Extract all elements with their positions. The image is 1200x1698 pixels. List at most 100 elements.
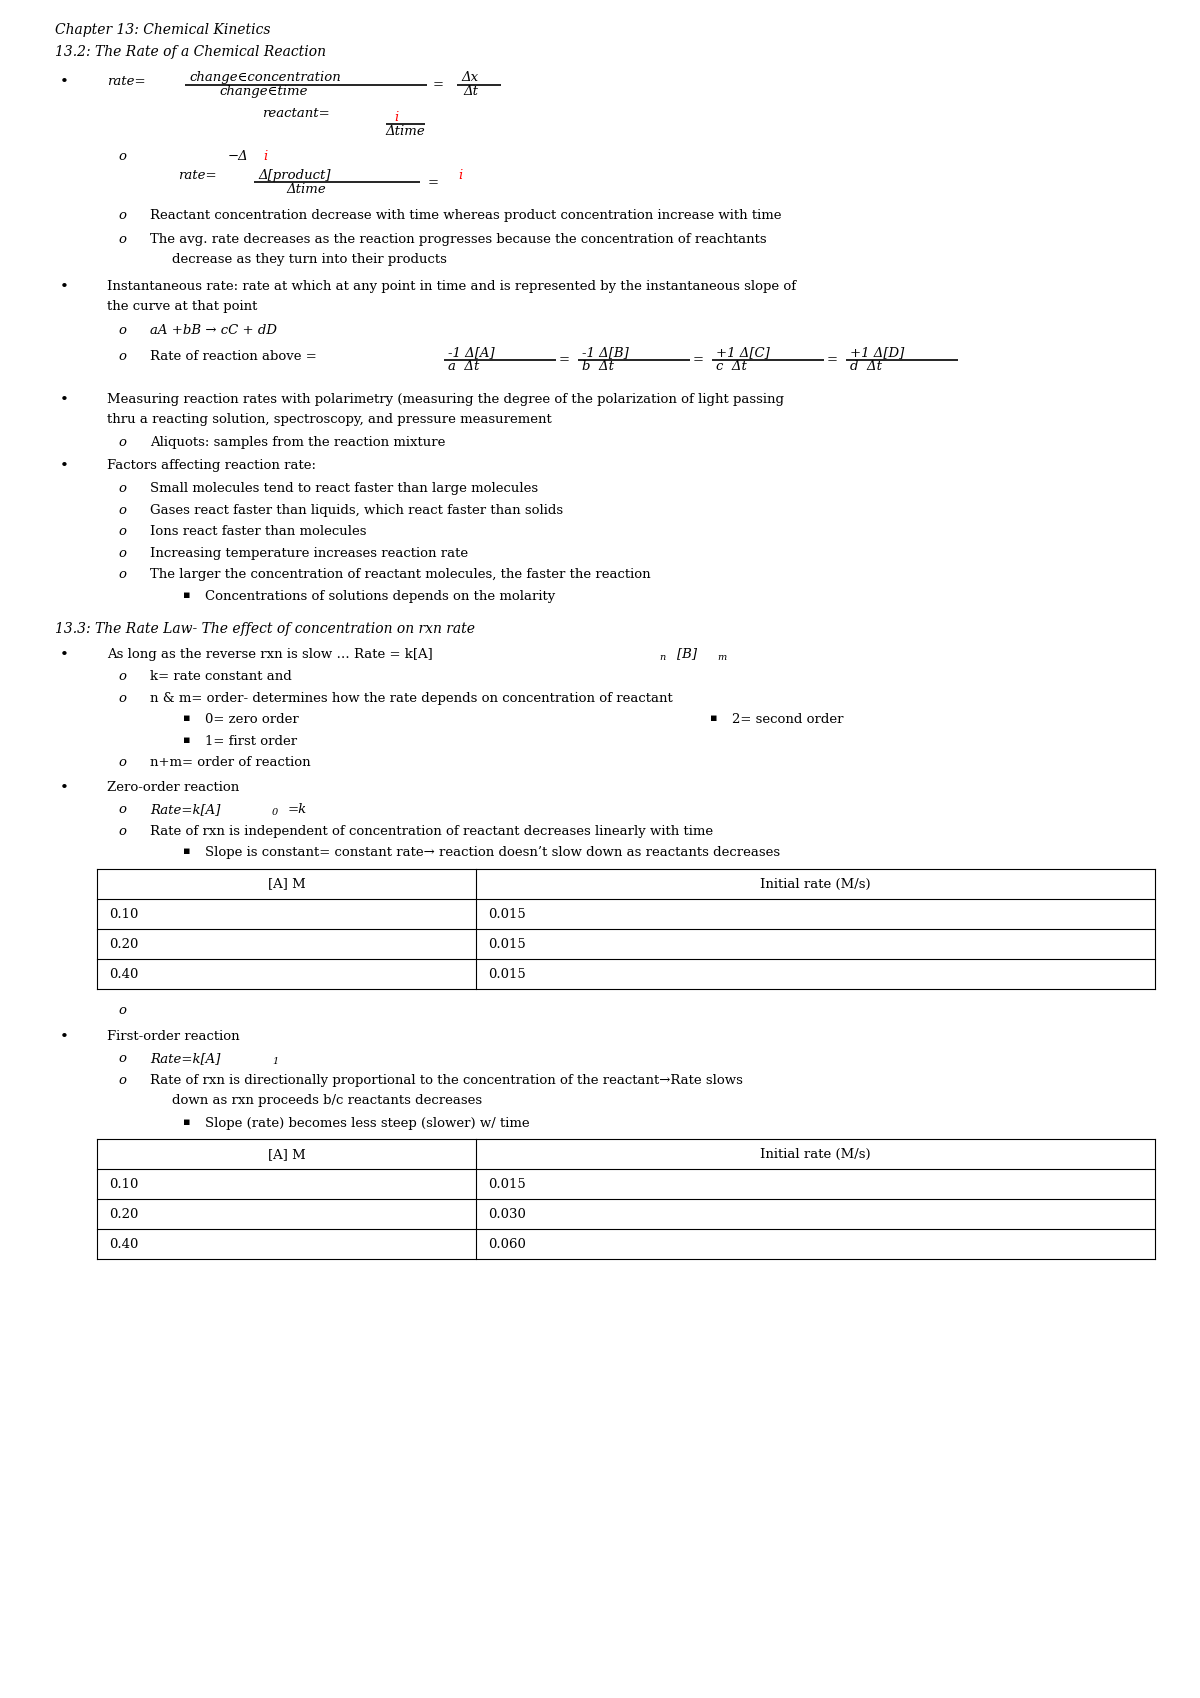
Text: reactant=: reactant= [262, 107, 330, 121]
Text: •: • [60, 647, 68, 662]
Text: o: o [118, 671, 126, 683]
Text: aA +bB → cC + dD: aA +bB → cC + dD [150, 324, 277, 336]
Text: Δx: Δx [461, 71, 478, 85]
Text: n+m= order of reaction: n+m= order of reaction [150, 756, 311, 769]
Text: d  Δt: d Δt [850, 360, 882, 374]
Text: the curve at that point: the curve at that point [107, 301, 257, 314]
Text: change∈concentration: change∈concentration [190, 71, 341, 85]
Text: ▪: ▪ [182, 1117, 191, 1127]
Text: o: o [118, 525, 126, 538]
Text: 0.015: 0.015 [487, 937, 526, 951]
Text: Rate=k[A]: Rate=k[A] [150, 803, 221, 817]
Text: n & m= order- determines how the rate depends on concentration of reactant: n & m= order- determines how the rate de… [150, 691, 673, 705]
Text: The avg. rate decreases as the reaction progresses because the concentration of : The avg. rate decreases as the reaction … [150, 233, 767, 246]
Text: Aliquots: samples from the reaction mixture: Aliquots: samples from the reaction mixt… [150, 436, 445, 448]
Text: decrease as they turn into their products: decrease as they turn into their product… [172, 253, 446, 267]
Text: i: i [394, 110, 398, 124]
Text: Δtime: Δtime [286, 183, 325, 195]
Text: o: o [118, 569, 126, 581]
Text: The larger the concentration of reactant molecules, the faster the reaction: The larger the concentration of reactant… [150, 569, 650, 581]
Text: Concentrations of solutions depends on the molarity: Concentrations of solutions depends on t… [205, 589, 556, 603]
Text: Instantaneous rate: rate at which at any point in time and is represented by the: Instantaneous rate: rate at which at any… [107, 280, 796, 294]
Text: Δt: Δt [463, 85, 478, 98]
Text: 0.030: 0.030 [487, 1207, 526, 1221]
Text: o: o [118, 436, 126, 448]
Text: 0.10: 0.10 [109, 907, 138, 920]
Text: Measuring reaction rates with polarimetry (measuring the degree of the polarizat: Measuring reaction rates with polarimetr… [107, 392, 784, 406]
Text: ▪: ▪ [710, 713, 718, 723]
Text: o: o [118, 1004, 126, 1017]
Text: Small molecules tend to react faster than large molecules: Small molecules tend to react faster tha… [150, 482, 538, 496]
Text: o: o [118, 504, 126, 516]
Text: thru a reacting solution, spectroscopy, and pressure measurement: thru a reacting solution, spectroscopy, … [107, 413, 552, 426]
Text: ▪: ▪ [182, 589, 191, 599]
Text: •: • [60, 460, 68, 474]
Text: o: o [118, 691, 126, 705]
Text: 0: 0 [272, 808, 278, 817]
Text: Δ[product]: Δ[product] [258, 168, 330, 182]
Text: =: = [694, 353, 704, 367]
Text: -1 Δ[A]: -1 Δ[A] [448, 346, 494, 360]
Text: i: i [263, 149, 268, 163]
Text: =: = [827, 353, 838, 367]
Text: o: o [118, 547, 126, 560]
Text: Rate of rxn is independent of concentration of reactant decreases linearly with : Rate of rxn is independent of concentrat… [150, 825, 713, 837]
Text: Rate of rxn is directionally proportional to the concentration of the reactant→R: Rate of rxn is directionally proportiona… [150, 1073, 743, 1087]
Text: [B]: [B] [677, 647, 697, 661]
Text: •: • [60, 75, 68, 88]
Text: change∈time: change∈time [220, 85, 307, 98]
Text: Slope is constant= constant rate→ reaction doesn’t slow down as reactants decrea: Slope is constant= constant rate→ reacti… [205, 846, 780, 859]
Text: Ions react faster than molecules: Ions react faster than molecules [150, 525, 366, 538]
Text: m: m [718, 652, 726, 662]
Text: o: o [118, 482, 126, 496]
Text: 0.015: 0.015 [487, 1178, 526, 1190]
Text: Δtime: Δtime [385, 126, 425, 138]
Text: =: = [433, 78, 444, 92]
Text: rate=: rate= [178, 168, 217, 182]
Text: ▪: ▪ [182, 713, 191, 723]
Text: 0.40: 0.40 [109, 968, 138, 980]
Text: ▪: ▪ [182, 846, 191, 856]
Text: c  Δt: c Δt [716, 360, 746, 374]
Text: down as rxn proceeds b/c reactants decreases: down as rxn proceeds b/c reactants decre… [172, 1094, 482, 1107]
Text: Factors affecting reaction rate:: Factors affecting reaction rate: [107, 460, 316, 472]
Text: o: o [118, 803, 126, 817]
Text: Gases react faster than liquids, which react faster than solids: Gases react faster than liquids, which r… [150, 504, 563, 516]
Text: First-order reaction: First-order reaction [107, 1029, 240, 1043]
Text: •: • [60, 392, 68, 408]
Text: o: o [118, 350, 126, 363]
Text: -1 Δ[B]: -1 Δ[B] [582, 346, 629, 360]
Text: 0.015: 0.015 [487, 907, 526, 920]
Text: o: o [118, 1053, 126, 1065]
Text: 1= first order: 1= first order [205, 735, 298, 747]
Text: 13.2: The Rate of a Chemical Reaction: 13.2: The Rate of a Chemical Reaction [55, 44, 326, 58]
Text: 0.060: 0.060 [487, 1238, 526, 1251]
Text: Reactant concentration decrease with time whereas product concentration increase: Reactant concentration decrease with tim… [150, 209, 781, 222]
Text: o: o [118, 1073, 126, 1087]
Text: =: = [559, 353, 570, 367]
Text: 0.015: 0.015 [487, 968, 526, 980]
Text: Zero-order reaction: Zero-order reaction [107, 781, 239, 795]
Text: o: o [118, 324, 126, 336]
Text: •: • [60, 280, 68, 294]
Text: rate=: rate= [107, 75, 145, 88]
Text: Initial rate (M/s): Initial rate (M/s) [760, 878, 871, 890]
Text: ▪: ▪ [182, 735, 191, 745]
Text: •: • [60, 1029, 68, 1044]
Text: Rate=k[A]: Rate=k[A] [150, 1053, 221, 1065]
Text: 0.20: 0.20 [109, 937, 138, 951]
Text: a  Δt: a Δt [448, 360, 479, 374]
Text: o: o [118, 209, 126, 222]
Text: +1 Δ[D]: +1 Δ[D] [850, 346, 905, 360]
Text: k= rate constant and: k= rate constant and [150, 671, 292, 683]
Text: b  Δt: b Δt [582, 360, 614, 374]
Text: +1 Δ[C]: +1 Δ[C] [716, 346, 769, 360]
Text: 2= second order: 2= second order [732, 713, 844, 727]
Text: As long as the reverse rxn is slow … Rate = k[A]: As long as the reverse rxn is slow … Rat… [107, 647, 433, 661]
Text: [A] M: [A] M [268, 1148, 305, 1161]
Text: Slope (rate) becomes less steep (slower) w/ time: Slope (rate) becomes less steep (slower)… [205, 1117, 529, 1129]
Text: =k: =k [288, 803, 307, 817]
Text: −Δ: −Δ [228, 149, 248, 163]
Text: Rate of reaction above =: Rate of reaction above = [150, 350, 317, 363]
Text: 0.20: 0.20 [109, 1207, 138, 1221]
